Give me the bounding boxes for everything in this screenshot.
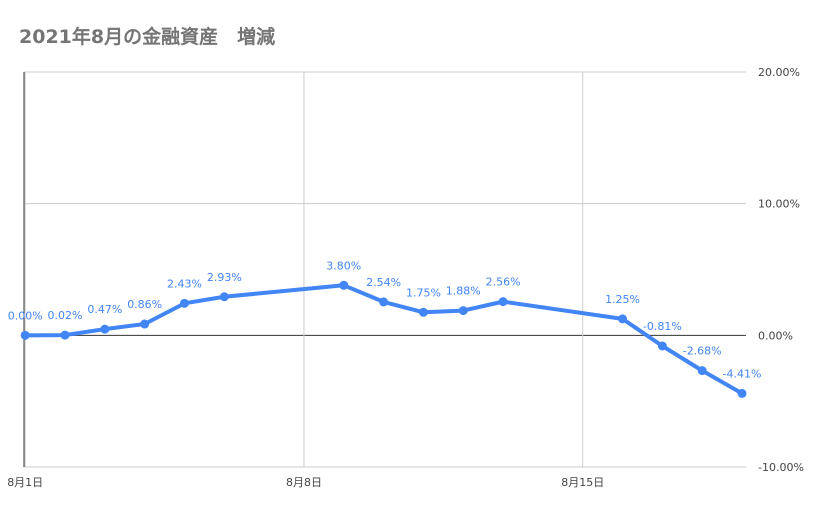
- data-point: [418, 307, 428, 317]
- y-tick-label: 0.00%: [758, 329, 793, 342]
- data-point: [60, 330, 70, 340]
- data-point: [339, 280, 349, 290]
- data-label: 3.80%: [326, 259, 361, 272]
- data-point: [179, 298, 189, 308]
- y-tick-label: 10.00%: [758, 198, 800, 211]
- data-label: 2.93%: [207, 271, 242, 284]
- data-point: [737, 388, 747, 398]
- data-point: [657, 341, 667, 351]
- data-point: [618, 314, 628, 324]
- data-label: 0.86%: [127, 298, 162, 311]
- data-label: 0.02%: [48, 309, 83, 322]
- data-point: [219, 292, 229, 302]
- data-point: [498, 297, 508, 307]
- data-label: -2.68%: [683, 345, 722, 358]
- data-point: [100, 324, 110, 334]
- data-label: 0.47%: [87, 303, 122, 316]
- data-label: -4.41%: [723, 367, 762, 380]
- data-label: 2.56%: [486, 276, 521, 289]
- data-point: [697, 366, 707, 376]
- data-label: 2.54%: [366, 276, 401, 289]
- chart-title: 2021年8月の金融資産 増減: [19, 26, 276, 48]
- data-point: [458, 306, 468, 316]
- data-label: 1.25%: [605, 293, 640, 306]
- data-point: [20, 330, 30, 340]
- x-tick-label: 8月15日: [561, 476, 604, 489]
- x-tick-label: 8月1日: [7, 476, 43, 489]
- data-label: 2.43%: [167, 277, 202, 290]
- x-tick-label: 8月8日: [286, 476, 322, 489]
- y-tick-label: 20.00%: [758, 66, 800, 79]
- data-label: 1.75%: [406, 286, 441, 299]
- data-label: 1.88%: [446, 285, 481, 298]
- data-label: 0.00%: [8, 309, 43, 322]
- data-point: [379, 297, 389, 307]
- data-point: [140, 319, 150, 329]
- y-tick-label: -10.00%: [758, 461, 804, 474]
- data-label: -0.81%: [643, 320, 682, 333]
